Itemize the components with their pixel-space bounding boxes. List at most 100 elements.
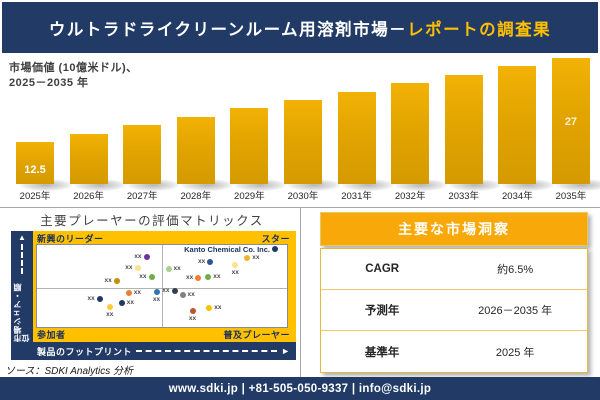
- dot-icon: [113, 277, 120, 284]
- bar-2026年: [69, 134, 108, 184]
- bar-slot: 27: [551, 56, 600, 191]
- x-axis-tick-label: 2031年: [341, 191, 372, 202]
- bar-2028年: [176, 117, 215, 184]
- x-axis-tick-label: 2030年: [287, 191, 319, 202]
- quadrant-label-emerging-leaders: 新興のリーダー: [37, 234, 104, 244]
- matrix-title: 主要プレーヤーの評価マトリックス: [40, 214, 264, 228]
- point-label: xx: [134, 253, 142, 261]
- market-insights-card: 主要な市場洞察 CAGR 約6.5% 予測年 2026－2035 年基準年 2025 年: [320, 212, 588, 373]
- x-axis-tick-label: 2029年: [234, 191, 265, 202]
- x-axis-tick-label: 2025年: [19, 191, 51, 202]
- matrix-y-axis: ▲ 市場シェア・順位: [11, 231, 33, 342]
- quadrant-label-participants: 参加者: [37, 330, 66, 340]
- bar-chart: 12.5 27: [16, 56, 600, 191]
- bar-slot: [498, 56, 555, 191]
- x-axis-tick-label: 2033年: [448, 191, 480, 202]
- bar-slot: [69, 56, 126, 191]
- dot-icon: [207, 259, 214, 266]
- page-title: ウルトラドライクリーンルーム用溶剤市場－レポートの調査果: [49, 16, 551, 40]
- x-axis-tick-label: 2035年: [555, 191, 587, 202]
- bar-slot: 12.5: [16, 56, 72, 191]
- bar-2025年: 12.5: [16, 142, 54, 184]
- matrix-x-axis: 製品のフットプリント ►: [11, 342, 296, 360]
- bar-chart-x-axis: 2025年 2026年 2027年 2028年 2029年 2030年 2031年 2032年…: [16, 188, 590, 202]
- bar-value-label: 12.5: [24, 164, 46, 176]
- bar-slot: [176, 56, 233, 191]
- insights-row-label: 予測年: [364, 305, 400, 317]
- bar-2031年: [337, 92, 376, 184]
- point-label: xx: [104, 276, 112, 284]
- x-axis-tick-label: 2034年: [502, 191, 533, 202]
- bar-slot: [444, 56, 501, 191]
- matrix-x-axis-label: 製品のフットプリント: [37, 346, 133, 357]
- point-label: xx: [87, 295, 95, 303]
- dot-icon: [118, 300, 125, 307]
- matrix-bottom-band: 参加者 普及プレーヤー: [37, 328, 290, 341]
- dot-icon: [143, 254, 150, 261]
- point-label: xx: [186, 273, 194, 281]
- bar-value-label: 27: [564, 115, 578, 128]
- point-label: xx: [125, 263, 133, 271]
- point-label: xx: [162, 287, 170, 295]
- point-label: xx: [126, 299, 134, 307]
- company-point-label: Kanto Chemical Co. Inc.: [184, 245, 270, 255]
- point-label: xx: [213, 272, 221, 280]
- bar-slot: [123, 56, 180, 191]
- bar-2034年: [498, 66, 537, 184]
- insights-row-label: 基準年: [364, 346, 400, 359]
- insights-row-value: 2025 年: [495, 346, 535, 359]
- arrow-up-icon: ▲: [18, 233, 26, 242]
- player-evaluation-matrix: ▲ 市場シェア・順位 新興のリーダー スター xx xx xx xx Kanto Che…: [11, 231, 296, 360]
- quadrant-label-stars: スター: [261, 234, 290, 244]
- point-label: xx: [106, 310, 114, 318]
- dot-icon: [148, 273, 155, 280]
- bar-slot: [337, 56, 394, 191]
- dot-icon: [195, 274, 202, 281]
- dot-icon: [153, 289, 160, 296]
- chart-subtitle: 市場価値 (10億米ドル)、 2025－2035 年: [9, 61, 138, 92]
- horizontal-divider: [0, 207, 600, 208]
- chart-subtitle-line2: 2025－2035 年: [9, 77, 89, 90]
- matrix-scatter-plot: xx xx xx xx Kanto Chemical Co. Inc. xx xx xx xx x…: [36, 244, 288, 328]
- vertical-divider: [300, 208, 301, 377]
- insights-row: CAGR 約6.5%: [321, 249, 587, 290]
- x-axis-tick-label: 2027年: [126, 191, 158, 202]
- point-label: xx: [139, 272, 147, 280]
- insights-row: 予測年 2026－2035 年: [321, 290, 587, 331]
- page-title-accent: レポートの調査果: [407, 20, 552, 39]
- quadrant-label-pervasive-players: 普及プレーヤー: [223, 330, 290, 340]
- point-label: xx: [133, 289, 141, 297]
- x-axis-tick-label: 2026年: [73, 191, 104, 202]
- insights-row-value: 約6.5%: [497, 264, 534, 276]
- insights-row: 基準年 2025 年: [321, 331, 587, 372]
- chart-subtitle-line1: 市場価値 (10億米ドル)、: [9, 62, 138, 74]
- dot-icon: [125, 290, 132, 297]
- arrow-right-icon: ►: [281, 345, 290, 356]
- dot-icon: [244, 255, 251, 262]
- dot-icon: [106, 303, 113, 310]
- insights-card-title: 主要な市場洞察: [320, 212, 588, 246]
- dot-icon: [205, 273, 212, 280]
- point-label: xx: [152, 296, 161, 304]
- dot-icon: [134, 264, 141, 271]
- bar-slot: [283, 56, 340, 191]
- dot-icon: [165, 265, 172, 272]
- source-note: ソース：SDKI Analytics 分析: [5, 366, 134, 377]
- point-label: xx: [173, 264, 181, 272]
- insights-row-label: CAGR: [365, 263, 400, 275]
- dot-icon: [232, 261, 239, 268]
- bar-2035年: 27: [551, 58, 590, 184]
- point-label: xx: [214, 303, 222, 311]
- point-label: xx: [198, 258, 206, 266]
- dot-icon: [206, 304, 213, 311]
- bar-2029年: [230, 108, 269, 184]
- dot-icon: [272, 246, 278, 253]
- x-axis-tick-label: 2032年: [394, 191, 426, 202]
- header-band: ウルトラドライクリーンルーム用溶剤市場－レポートの調査果: [2, 2, 598, 53]
- insights-table: CAGR 約6.5% 予測年 2026－2035 年基準年 2025 年: [320, 248, 588, 373]
- dot-icon: [179, 292, 186, 299]
- dot-icon: [189, 307, 196, 314]
- point-label: xx: [231, 268, 239, 276]
- bar-2033年: [444, 75, 483, 184]
